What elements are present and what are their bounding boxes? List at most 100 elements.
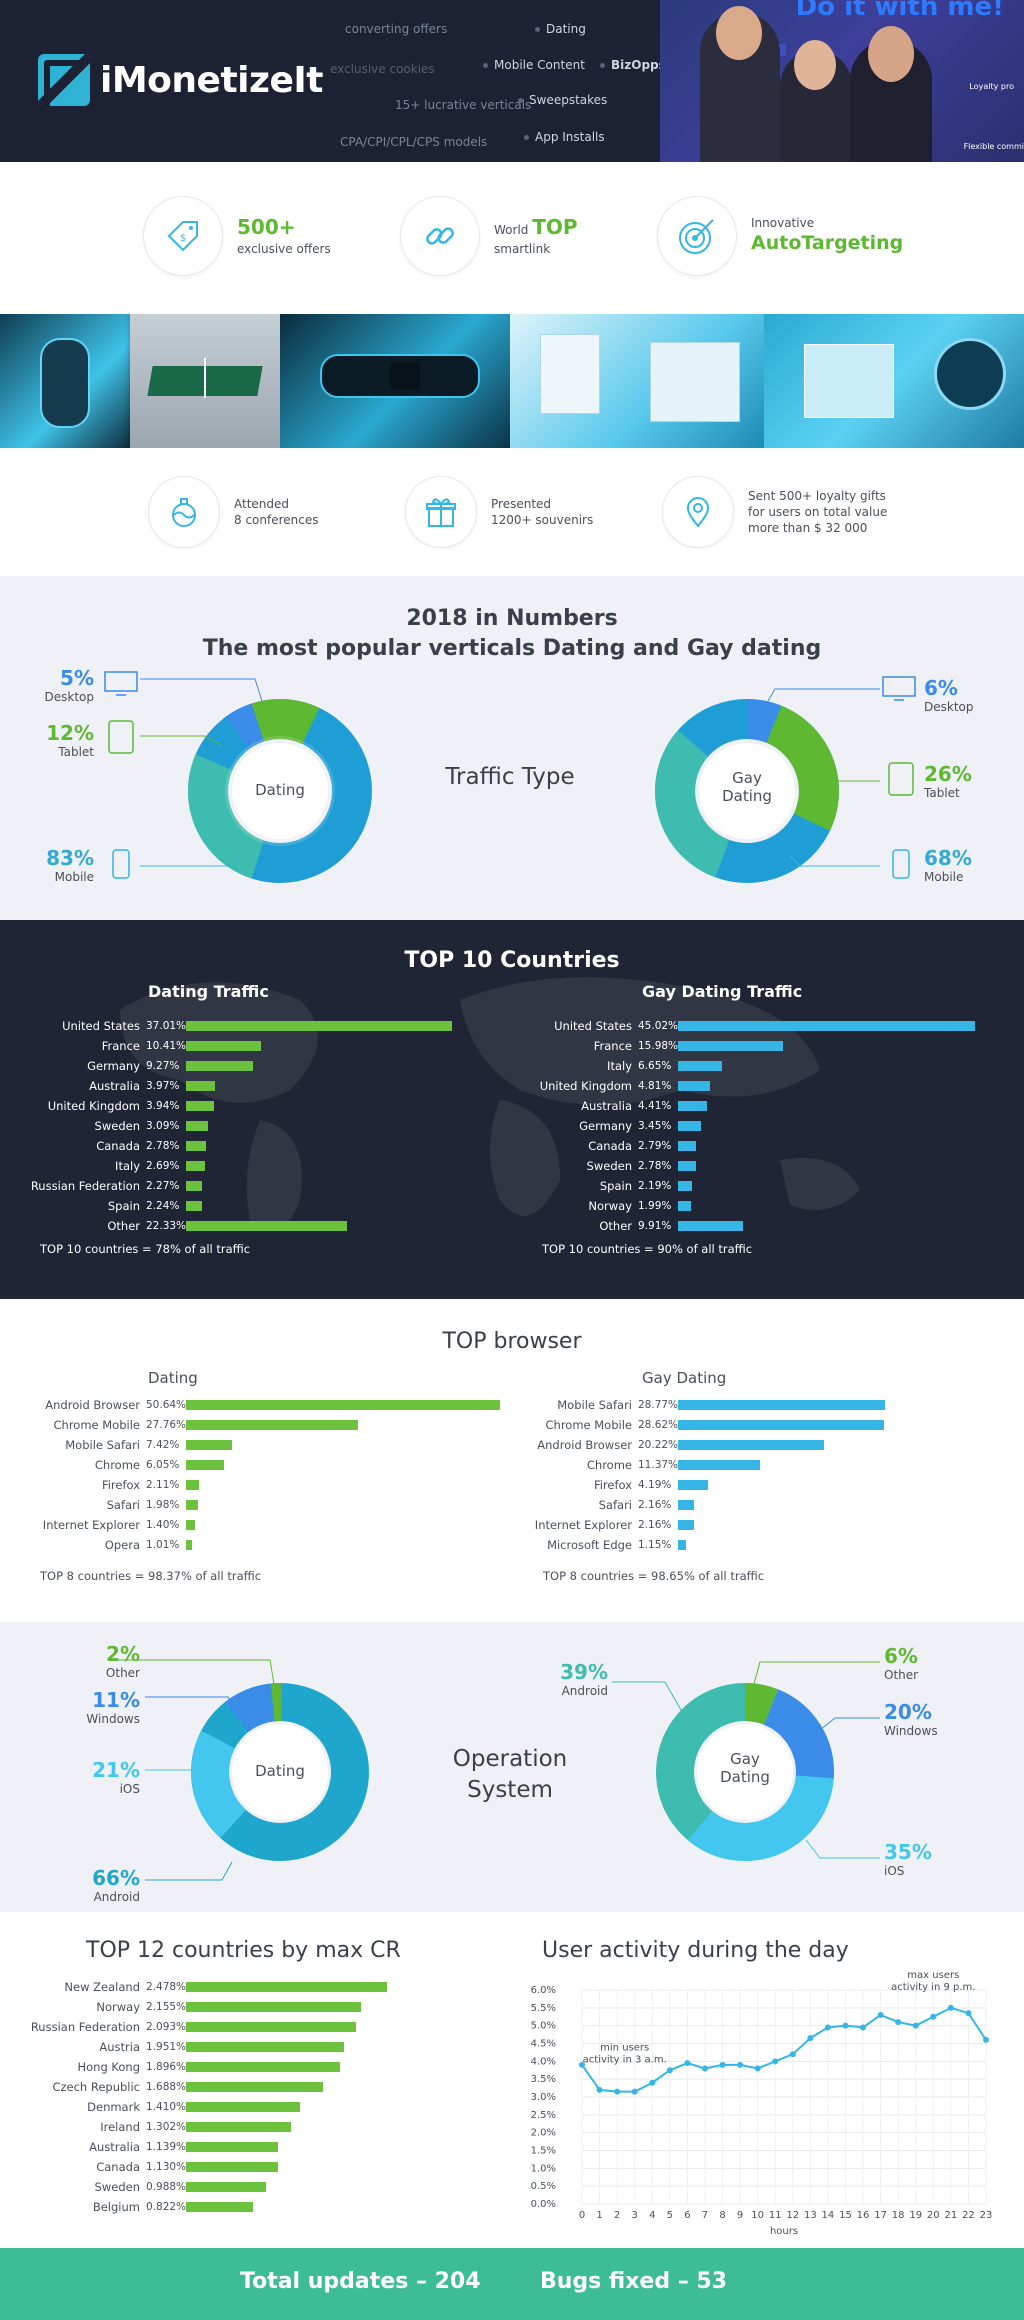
activity-line-chart: 0.0% 0.5% 1.0% 1.5% 2.0% 2.5% 3.0% 3.5% 4.0% 4.5%…	[531, 1972, 993, 2237]
data-point	[930, 2013, 937, 2020]
bar-row: Norway 2.155%	[28, 1997, 361, 2017]
numbers-subtitle: The most popular verticals Dating and Ga…	[202, 636, 822, 661]
x-tick-label: 17	[874, 2210, 887, 2221]
bar	[678, 1021, 976, 1031]
data-point	[701, 2065, 708, 2072]
bar-value-label: 27.76%	[146, 1419, 187, 1431]
bar-row: France 10.41%	[28, 1036, 261, 1056]
os-gay-android: 39% Android	[560, 1660, 608, 1698]
bar-category-label: Czech Republic	[52, 2080, 140, 2094]
bar-category-label: Germany	[579, 1119, 632, 1133]
bar-row: Ireland 1.302%	[28, 2117, 292, 2137]
logo[interactable]: iMonetizeIt	[38, 54, 323, 106]
bar-value-label: 20.22%	[638, 1439, 679, 1451]
bar	[678, 1420, 885, 1430]
bar-value-label: 1.98%	[146, 1499, 180, 1511]
bar-value-label: 15.98%	[638, 1040, 679, 1052]
data-point	[614, 2088, 621, 2095]
bar-value-label: 1.01%	[146, 1539, 180, 1551]
bar-row: Russian Federation 2.27%	[28, 1176, 203, 1196]
bar-value-label: 2.155%	[146, 2001, 187, 2013]
bar-category-label: Internet Explorer	[534, 1518, 632, 1532]
bar-value-label: 2.19%	[638, 1180, 672, 1192]
x-tick-label: 12	[786, 2210, 799, 2221]
bar-value-label: 4.81%	[638, 1080, 672, 1092]
photo-fitness-band	[280, 314, 510, 448]
bar-row: United States 37.01%	[28, 1016, 453, 1036]
os-gay-ios: 35% iOS	[884, 1840, 932, 1878]
desktop-icon	[104, 671, 138, 701]
bar	[678, 1181, 693, 1191]
bar	[186, 1221, 347, 1231]
browser-gay-footer: TOP 8 countries = 98.65% of all traffic	[543, 1569, 765, 1583]
bar-value-label: 0.822%	[146, 2201, 187, 2213]
y-tick-label: 1.5%	[531, 2146, 556, 2157]
feature-autotargeting: Innovative AutoTargeting	[657, 196, 903, 276]
x-tick-label: 1	[596, 2210, 602, 2221]
bar-value-label: 1.139%	[146, 2141, 187, 2153]
os-dating-other: 2% Other	[105, 1642, 140, 1680]
bar-row: Android Browser 20.22%	[520, 1435, 824, 1455]
bar-category-label: Russian Federation	[30, 1179, 140, 1193]
data-point	[912, 2022, 919, 2029]
bar-row: Chrome Mobile 27.76%	[28, 1415, 359, 1435]
bar-value-label: 45.02%	[638, 1020, 679, 1032]
x-tick-label: 19	[909, 2210, 922, 2221]
numbers-title: 2018 in Numbers	[406, 606, 618, 631]
gay-tablet-stat: 26% Tablet	[924, 762, 972, 800]
bar-value-label: 1.302%	[146, 2121, 187, 2133]
bar	[186, 1041, 261, 1051]
x-tick-label: 18	[892, 2210, 905, 2221]
data-point	[579, 2061, 585, 2068]
bar-category-label: Australia	[89, 1079, 140, 1093]
bar-row: United Kingdom 4.81%	[520, 1076, 710, 1096]
bar-row: Opera 1.01%	[28, 1535, 193, 1555]
bar-category-label: Sweden	[94, 2180, 140, 2194]
os-dating-windows: 11% Windows	[86, 1688, 140, 1726]
header-word: Sweepstakes	[518, 93, 607, 107]
bar-row: Chrome Mobile 28.62%	[520, 1415, 885, 1435]
bar-row: Internet Explorer 2.16%	[520, 1515, 694, 1535]
header-word: converting offers	[345, 22, 448, 36]
bar	[186, 1181, 203, 1191]
y-tick-label: 3.0%	[531, 2092, 556, 2103]
data-point	[983, 2036, 989, 2043]
y-tick-label: 4.5%	[531, 2039, 556, 2050]
bar-category-label: Microsoft Edge	[547, 1538, 632, 1552]
data-point	[772, 2058, 779, 2065]
bar-category-label: Safari	[598, 1498, 632, 1512]
data-point	[649, 2079, 656, 2086]
data-point	[631, 2088, 638, 2095]
target-icon	[657, 196, 737, 276]
y-tick-label: 2.0%	[531, 2128, 556, 2139]
bar-value-label: 28.62%	[638, 1419, 679, 1431]
team-photo: Do it with me! WORK Loyalty pro Flexible…	[660, 0, 1024, 162]
header-banner: iMonetizeIt converting offers Dating Mob…	[0, 0, 1024, 162]
bar	[678, 1540, 687, 1550]
bar-value-label: 1.99%	[638, 1200, 672, 1212]
bugs-fixed: Bugs fixed – 53	[540, 2269, 728, 2294]
header-word: CPA/CPI/CPL/CPS models	[340, 135, 488, 149]
photo-office	[130, 314, 280, 448]
bar	[678, 1081, 710, 1091]
os-dating-ios: 21% iOS	[92, 1758, 140, 1796]
bar-category-label: Firefox	[101, 1478, 140, 1492]
bar-value-label: 2.24%	[146, 1200, 180, 1212]
x-tick-label: 20	[927, 2210, 940, 2221]
bar-row: Austria 1.951%	[28, 2037, 345, 2057]
bar-row: Canada 1.130%	[28, 2157, 278, 2177]
bar	[186, 2062, 340, 2072]
bar	[186, 1460, 224, 1470]
x-tick-label: 3	[632, 2210, 638, 2221]
bar-category-label: Firefox	[593, 1478, 632, 1492]
bar-category-label: Internet Explorer	[42, 1518, 140, 1532]
bar	[186, 2142, 279, 2152]
bar-category-label: Mobile Safari	[65, 1438, 140, 1452]
bar-category-label: Safari	[106, 1498, 140, 1512]
browser-section: TOP browser Dating Gay Dating Android Br…	[0, 1299, 1024, 1622]
bar	[186, 2042, 345, 2052]
donut-gay-desktop	[655, 699, 839, 883]
bar-category-label: Chrome	[586, 1458, 632, 1472]
bar	[678, 1500, 694, 1510]
header-word: Dating	[535, 22, 586, 36]
